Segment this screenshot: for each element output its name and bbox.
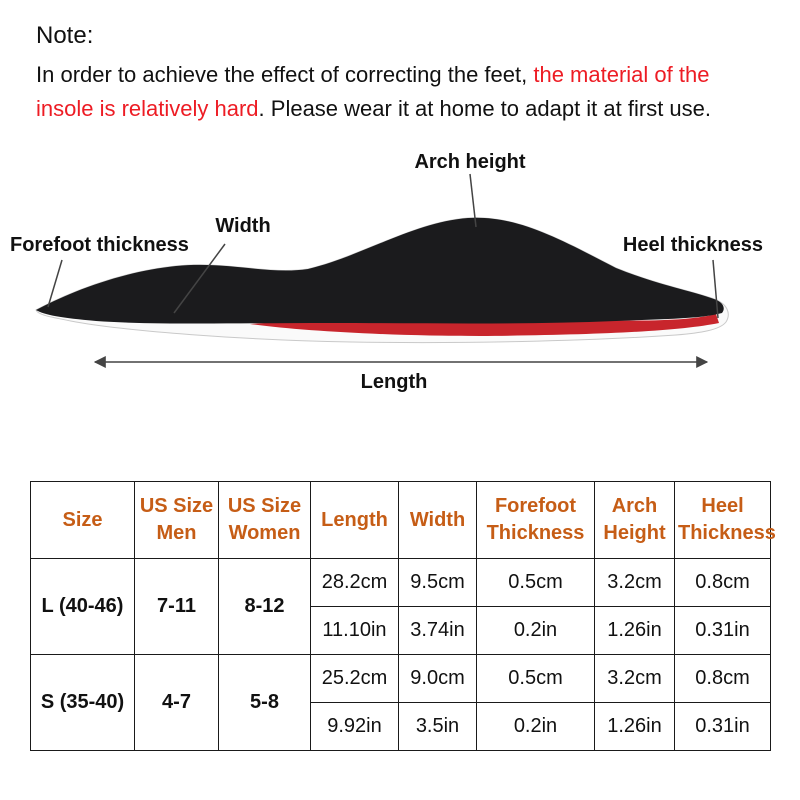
heel-in-cell-S: 0.31in bbox=[674, 702, 771, 752]
header-width: Width bbox=[398, 481, 477, 560]
us-women-cell-L: 8-12 bbox=[218, 558, 311, 656]
arch-cm-cell-S: 3.2cm bbox=[594, 654, 675, 704]
us-women-cell-S: 5-8 bbox=[218, 654, 311, 752]
width-in-cell-S: 3.5in bbox=[398, 702, 477, 752]
us-men-cell-S: 4-7 bbox=[134, 654, 219, 752]
length-cm-cell-L: 28.2cm bbox=[310, 558, 399, 608]
insole-black-top bbox=[36, 217, 724, 324]
arch-height-line bbox=[469, 174, 477, 228]
table-row-S-cm: S (35-40) 4-7 5-8 25.2cm 9.0cm 0.5cm 3.2… bbox=[30, 654, 771, 752]
note-text-part1: In order to achieve the effect of correc… bbox=[36, 62, 534, 87]
table-row-L-cm: L (40-46) 7-11 8-12 28.2cm 9.5cm 0.5cm 3… bbox=[30, 558, 771, 656]
table-header-row: Size US Size Men US Size Women Length Wi… bbox=[30, 481, 776, 560]
length-in-cell-S: 9.92in bbox=[310, 702, 399, 752]
note-text-red-highlight: the material of the insole is relatively… bbox=[36, 62, 710, 122]
note-text-part2: . Please wear it at home to adapt it at … bbox=[258, 96, 711, 122]
forefoot-thickness-label: Forefoot thickness bbox=[10, 234, 189, 256]
size-cell-S: S (35-40) bbox=[30, 654, 135, 752]
forefoot-thickness-line bbox=[47, 259, 63, 308]
size-cell-L: L (40-46) bbox=[30, 558, 135, 656]
forefoot-cm-cell-S: 0.5cm bbox=[476, 654, 595, 704]
arch-height-label: Arch height bbox=[414, 151, 525, 173]
forefoot-in-cell-S: 0.2in bbox=[476, 702, 595, 752]
forefoot-cm-cell-L: 0.5cm bbox=[476, 558, 595, 608]
forefoot-in-cell-L: 0.2in bbox=[476, 606, 595, 656]
heel-cm-cell-L: 0.8cm bbox=[674, 558, 771, 608]
header-length: Length bbox=[310, 481, 399, 560]
length-label: Length bbox=[361, 371, 428, 393]
header-arch-height: Arch Height bbox=[594, 481, 675, 560]
length-cm-cell-S: 25.2cm bbox=[310, 654, 399, 704]
arch-in-cell-S: 1.26in bbox=[594, 702, 675, 752]
header-us-size-women: US Size Women bbox=[218, 481, 311, 560]
heel-thickness-label: Heel thickness bbox=[623, 234, 763, 256]
width-line bbox=[173, 243, 226, 314]
note-text: In order to achieve the effect of correc… bbox=[36, 58, 764, 126]
size-chart-section: Size US Size Men US Size Women Length Wi… bbox=[0, 467, 800, 752]
arch-cm-cell-L: 3.2cm bbox=[594, 558, 675, 608]
heel-cm-cell-S: 0.8cm bbox=[674, 654, 771, 704]
width-cm-cell-S: 9.0cm bbox=[398, 654, 477, 704]
note-section: Note: In order to achieve the effect of … bbox=[0, 0, 800, 126]
insole-diagram: Arch height Width Forefoot thickness Hee… bbox=[0, 132, 800, 467]
header-heel-thickness: Heel Thickness bbox=[674, 481, 776, 560]
heel-thickness-line bbox=[712, 260, 719, 319]
insole-illustration: Arch height Width Forefoot thickness Hee… bbox=[10, 151, 763, 393]
us-men-cell-L: 7-11 bbox=[134, 558, 219, 656]
table-row-S-in: 9.92in 3.5in 0.2in 1.26in 0.31in bbox=[31, 702, 771, 752]
header-us-size-men: US Size Men bbox=[134, 481, 219, 560]
width-label: Width bbox=[215, 215, 270, 237]
width-in-cell-L: 3.74in bbox=[398, 606, 477, 656]
header-forefoot-thickness: Forefoot Thickness bbox=[476, 481, 595, 560]
note-title: Note: bbox=[36, 22, 94, 49]
length-in-cell-L: 11.10in bbox=[310, 606, 399, 656]
size-chart-table: Size US Size Men US Size Women Length Wi… bbox=[30, 481, 776, 752]
header-size: Size bbox=[30, 481, 135, 560]
arch-in-cell-L: 1.26in bbox=[594, 606, 675, 656]
heel-in-cell-L: 0.31in bbox=[674, 606, 771, 656]
width-cm-cell-L: 9.5cm bbox=[398, 558, 477, 608]
